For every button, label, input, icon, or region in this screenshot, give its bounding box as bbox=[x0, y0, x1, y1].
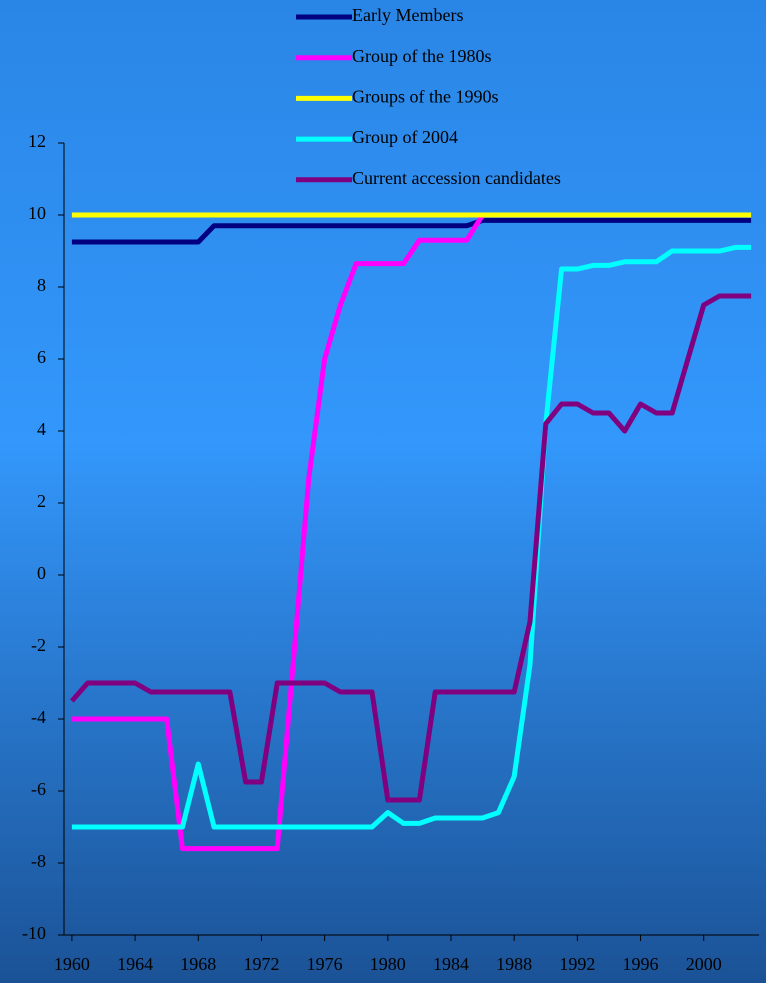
y-tick-label: 12 bbox=[28, 131, 46, 151]
x-tick-label: 1984 bbox=[433, 954, 469, 974]
y-tick-label: -8 bbox=[31, 851, 46, 871]
y-tick-label: -2 bbox=[31, 635, 46, 655]
y-tick-label: 0 bbox=[37, 563, 46, 583]
legend-label: Current accession candidates bbox=[352, 168, 561, 188]
x-tick-label: 1968 bbox=[180, 954, 216, 974]
y-tick-label: 4 bbox=[37, 419, 46, 439]
series-line bbox=[71, 244, 752, 830]
series-line bbox=[70, 293, 752, 803]
legend-label: Groups of the 1990s bbox=[352, 87, 499, 107]
x-tick-label: 1960 bbox=[54, 954, 90, 974]
y-tick-label: -10 bbox=[22, 923, 46, 943]
x-tick-label: 2000 bbox=[686, 954, 722, 974]
series-line bbox=[71, 217, 752, 245]
legend-label: Group of the 1980s bbox=[352, 46, 491, 66]
x-tick-label: 1988 bbox=[496, 954, 532, 974]
x-tick-label: 1992 bbox=[559, 954, 595, 974]
y-tick-label: -6 bbox=[31, 779, 46, 799]
y-tick-label: -4 bbox=[31, 707, 46, 727]
x-tick-label: 1964 bbox=[117, 954, 153, 974]
x-tick-label: 1980 bbox=[370, 954, 406, 974]
y-tick-label: 6 bbox=[37, 347, 46, 367]
x-tick-label: 1976 bbox=[307, 954, 343, 974]
legend-label: Group of 2004 bbox=[352, 127, 458, 147]
y-tick-label: 2 bbox=[37, 491, 46, 511]
legend-label: Early Members bbox=[352, 5, 463, 25]
y-tick-label: 10 bbox=[28, 203, 46, 223]
x-tick-label: 1972 bbox=[243, 954, 279, 974]
x-tick-label: 1996 bbox=[623, 954, 659, 974]
y-tick-label: 8 bbox=[37, 275, 46, 295]
